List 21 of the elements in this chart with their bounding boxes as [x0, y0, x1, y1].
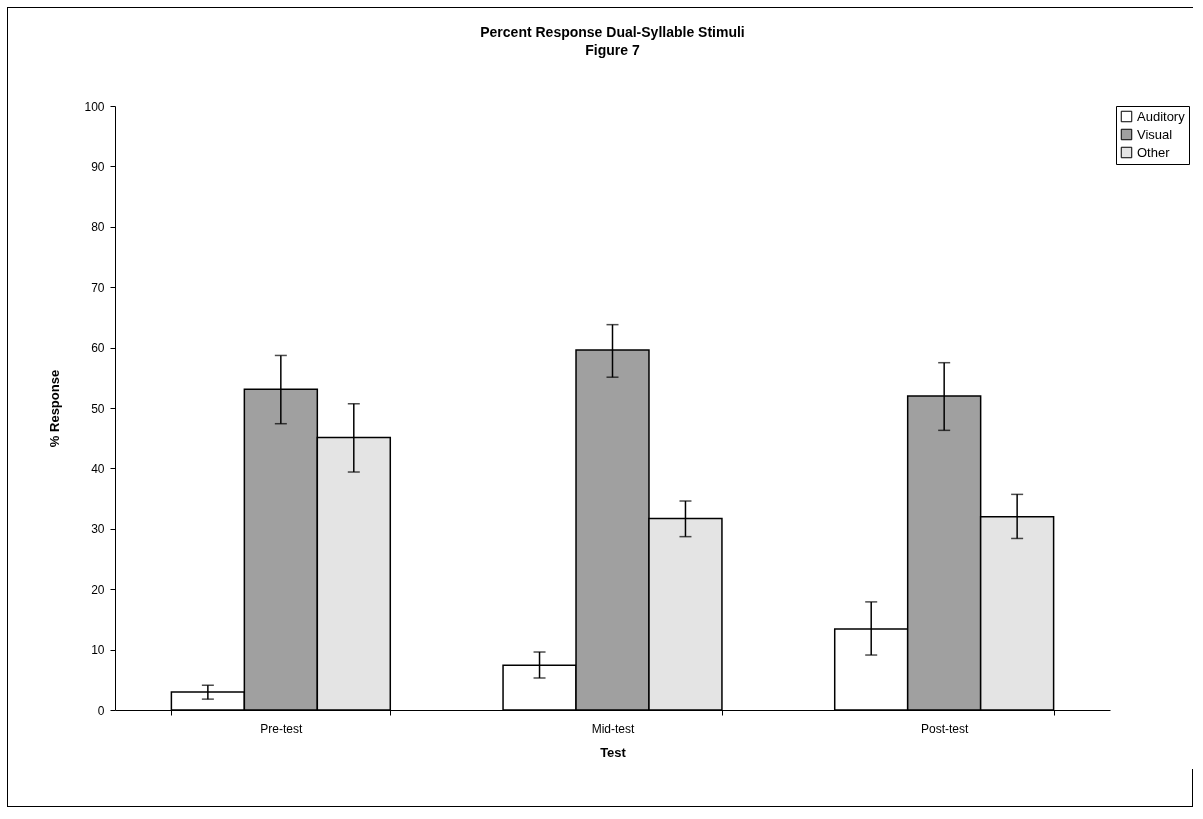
chart-title: Percent Response Dual-Syllable Stimuli — [480, 24, 745, 40]
y-tick-label: 60 — [91, 341, 105, 356]
x-axis-title: Test — [600, 744, 627, 760]
y-tick-label: 70 — [91, 280, 105, 295]
y-tick-label: 10 — [91, 643, 105, 658]
y-tick-label: 90 — [91, 159, 105, 174]
x-tick-label: Post-test — [920, 721, 969, 736]
legend-label: Other — [1137, 144, 1171, 160]
y-axis-title: % Response — [47, 369, 63, 448]
chart-subtitle: Figure 7 — [585, 42, 640, 58]
x-tick-label: Pre-test — [260, 721, 303, 736]
y-tick-label: 80 — [91, 220, 105, 235]
y-tick-label: 40 — [91, 461, 105, 476]
y-tick-label: 0 — [97, 703, 105, 718]
y-tick-label: 20 — [91, 582, 105, 597]
y-tick-label: 30 — [91, 522, 105, 537]
legend-label: Visual — [1137, 126, 1173, 142]
legend-label: Auditory — [1137, 108, 1186, 124]
x-tick-label: Mid-test — [591, 721, 635, 736]
y-tick-label: 50 — [91, 401, 105, 416]
y-tick-label: 100 — [84, 99, 105, 114]
